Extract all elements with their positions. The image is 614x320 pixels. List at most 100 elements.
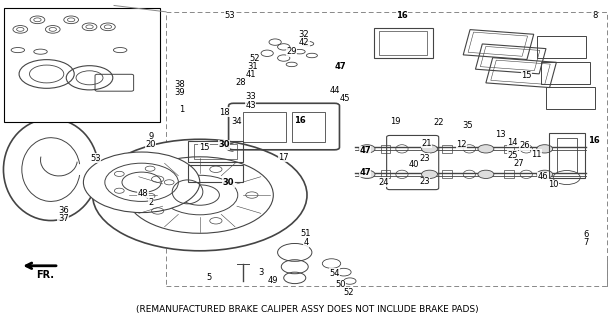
Bar — [379, 31, 427, 55]
Bar — [193, 144, 236, 159]
Text: FR.: FR. — [36, 270, 54, 280]
Text: 48: 48 — [138, 189, 148, 198]
Text: 19: 19 — [391, 116, 401, 126]
Text: 1: 1 — [179, 105, 184, 114]
Text: 31: 31 — [248, 62, 258, 71]
Text: 53: 53 — [225, 11, 235, 20]
Text: 8: 8 — [593, 12, 597, 20]
Bar — [375, 28, 433, 58]
Bar — [166, 12, 607, 286]
Text: 5: 5 — [206, 273, 212, 282]
Text: 49: 49 — [268, 276, 279, 285]
Bar — [4, 8, 160, 122]
Text: (REMANUFACTURED BRAKE CALIPER ASSY DOES NOT INCLUDE BRAKE PADS): (REMANUFACTURED BRAKE CALIPER ASSY DOES … — [136, 305, 478, 314]
Text: 11: 11 — [532, 150, 542, 159]
Text: 54: 54 — [329, 268, 340, 278]
Text: 30: 30 — [223, 179, 235, 188]
Text: 23: 23 — [419, 177, 430, 186]
Text: 30: 30 — [219, 140, 230, 149]
Text: 7: 7 — [583, 238, 588, 247]
Circle shape — [537, 170, 553, 179]
Text: 38: 38 — [174, 80, 185, 89]
Bar — [475, 44, 546, 74]
Text: 50: 50 — [335, 280, 346, 289]
Circle shape — [84, 152, 200, 212]
Circle shape — [478, 170, 494, 179]
Bar — [546, 87, 595, 109]
Text: 18: 18 — [219, 108, 230, 117]
Text: 14: 14 — [507, 138, 518, 147]
Bar — [442, 145, 451, 153]
Circle shape — [422, 145, 438, 153]
Text: 29: 29 — [287, 47, 297, 56]
Text: 51: 51 — [300, 229, 311, 238]
Bar — [468, 32, 527, 56]
Text: 32: 32 — [298, 30, 309, 39]
Bar — [381, 145, 391, 153]
Bar — [491, 60, 550, 84]
Text: 17: 17 — [278, 153, 289, 162]
Circle shape — [478, 145, 494, 153]
Text: 47: 47 — [359, 168, 371, 177]
Bar — [187, 141, 243, 162]
Text: 16: 16 — [293, 116, 306, 125]
Text: 20: 20 — [146, 140, 156, 149]
Bar — [557, 138, 577, 173]
Bar — [243, 112, 286, 142]
Text: 16: 16 — [588, 136, 600, 145]
Text: 36: 36 — [58, 206, 69, 215]
Text: 13: 13 — [495, 130, 505, 139]
Text: 45: 45 — [340, 94, 350, 103]
Text: 10: 10 — [548, 180, 559, 189]
Text: 12: 12 — [456, 140, 467, 149]
Text: 23: 23 — [419, 154, 430, 163]
Text: 40: 40 — [409, 160, 419, 169]
Text: 47: 47 — [335, 62, 346, 71]
Circle shape — [359, 170, 375, 179]
Bar — [292, 112, 325, 142]
Text: 53: 53 — [90, 154, 101, 163]
Bar — [541, 62, 590, 84]
Bar — [442, 170, 451, 179]
Text: 52: 52 — [343, 288, 354, 297]
Text: 46: 46 — [537, 172, 548, 181]
Text: 37: 37 — [58, 214, 69, 223]
Text: 16: 16 — [396, 12, 408, 20]
Bar — [463, 30, 534, 60]
Bar — [480, 46, 540, 71]
Text: 26: 26 — [519, 141, 530, 150]
Text: 35: 35 — [462, 121, 473, 130]
Text: 15: 15 — [199, 143, 209, 152]
Bar — [504, 170, 514, 179]
Text: 2: 2 — [148, 197, 154, 206]
Bar — [504, 145, 514, 153]
Text: 43: 43 — [246, 101, 256, 110]
Bar — [549, 133, 585, 178]
Circle shape — [537, 145, 553, 153]
Circle shape — [359, 145, 375, 153]
Bar — [381, 170, 391, 179]
Bar — [537, 36, 586, 58]
Text: 47: 47 — [359, 146, 371, 155]
Text: 15: 15 — [521, 71, 532, 80]
Text: 21: 21 — [421, 139, 432, 148]
Text: 42: 42 — [298, 38, 309, 47]
Text: 41: 41 — [246, 70, 256, 79]
Text: 4: 4 — [303, 238, 308, 247]
Text: 3: 3 — [258, 268, 264, 277]
Text: 22: 22 — [433, 118, 444, 127]
Circle shape — [93, 139, 307, 251]
Text: 27: 27 — [513, 159, 524, 168]
Text: 39: 39 — [174, 88, 185, 97]
Text: 44: 44 — [329, 86, 340, 95]
Text: 28: 28 — [236, 78, 246, 87]
Text: 52: 52 — [250, 54, 260, 63]
Text: 9: 9 — [148, 132, 154, 140]
Bar — [187, 165, 243, 182]
Text: 25: 25 — [507, 151, 518, 160]
Text: 24: 24 — [378, 178, 389, 187]
Text: 6: 6 — [583, 230, 588, 239]
Text: 34: 34 — [231, 116, 242, 126]
Text: 33: 33 — [245, 92, 256, 101]
Bar — [486, 58, 556, 88]
